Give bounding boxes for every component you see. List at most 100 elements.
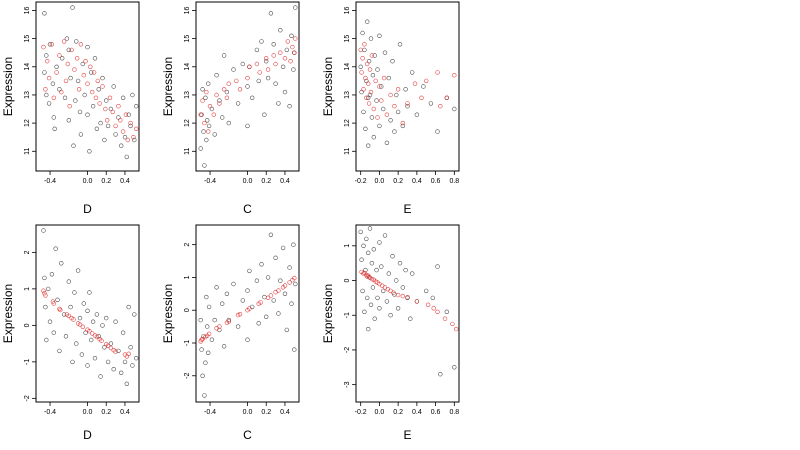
data-point <box>278 278 283 283</box>
y-tick-label: 1 <box>344 244 351 248</box>
data-point <box>293 281 298 287</box>
data-point <box>111 84 116 89</box>
data-point <box>291 67 296 72</box>
x-tick-label: -0.2 <box>355 178 367 185</box>
data-point <box>452 106 457 112</box>
points-layer <box>198 232 298 398</box>
data-point <box>199 347 204 352</box>
data-point <box>204 137 209 143</box>
data-point <box>88 70 94 75</box>
data-point <box>70 359 75 365</box>
data-point <box>205 118 210 123</box>
data-point <box>51 95 56 101</box>
data-point <box>67 103 72 109</box>
y-axis-ticks: -2 -1 0 1 2 <box>24 250 36 401</box>
data-point <box>132 312 137 317</box>
data-point <box>44 92 49 98</box>
data-point <box>405 101 410 106</box>
data-point <box>264 58 269 64</box>
data-point <box>120 95 126 101</box>
data-point <box>379 98 384 103</box>
data-point <box>394 92 399 98</box>
y-tick-label: 1 <box>24 287 31 291</box>
panel-top-left: -0.4 0.0 0.2 0.4 11 12 13 14 15 16 D Expression <box>1 1 140 216</box>
data-point <box>105 359 111 365</box>
data-point <box>245 84 250 89</box>
y-tick-label: 0 <box>344 278 351 282</box>
data-point <box>116 348 121 354</box>
data-point <box>390 254 395 259</box>
data-point <box>94 312 100 317</box>
plot-frame <box>195 224 300 403</box>
data-point <box>77 315 83 321</box>
data-point <box>390 58 395 64</box>
x-tick-label: 0.2 <box>101 409 111 416</box>
data-point <box>276 101 281 106</box>
data-point <box>360 30 365 36</box>
data-point <box>366 58 372 64</box>
data-point <box>292 50 297 55</box>
data-point <box>57 53 62 58</box>
data-point <box>88 337 94 343</box>
y-tick-label: 16 <box>184 6 191 14</box>
data-point <box>454 326 459 332</box>
x-tick-label: 0.2 <box>393 409 403 416</box>
data-point <box>72 67 77 72</box>
data-point <box>51 115 56 120</box>
data-point <box>412 81 418 86</box>
data-point <box>444 95 449 101</box>
data-point <box>379 264 384 269</box>
data-point <box>201 129 206 134</box>
data-point <box>224 291 230 296</box>
data-point <box>128 120 133 126</box>
data-point <box>442 316 448 321</box>
data-point <box>256 78 261 84</box>
x-axis-label: D <box>83 202 92 216</box>
data-point <box>381 75 387 81</box>
data-point <box>240 298 246 303</box>
data-point <box>361 109 366 115</box>
data-point <box>57 306 62 312</box>
data-point <box>85 112 90 117</box>
data-point <box>198 112 203 117</box>
data-point <box>132 137 137 143</box>
x-tick-label: 0.0 <box>375 178 385 185</box>
data-point <box>290 44 295 50</box>
data-point <box>273 61 278 67</box>
points-layer <box>358 19 457 148</box>
data-point <box>221 53 227 58</box>
data-point <box>94 126 100 132</box>
data-point <box>245 123 250 129</box>
data-point <box>400 293 405 299</box>
data-point <box>369 53 375 58</box>
data-point <box>245 337 250 342</box>
y-tick-label: 14 <box>344 63 351 71</box>
data-point <box>85 81 90 86</box>
data-point <box>198 146 203 151</box>
data-point <box>198 317 203 323</box>
y-tick-label: 14 <box>24 63 31 71</box>
data-point <box>111 367 116 372</box>
data-point <box>44 58 50 64</box>
data-point <box>450 321 455 327</box>
data-point <box>116 115 121 120</box>
data-point <box>431 306 436 311</box>
data-point <box>365 274 370 279</box>
data-point <box>85 363 90 368</box>
data-point <box>124 381 130 386</box>
data-point <box>123 112 129 117</box>
data-point <box>134 356 139 361</box>
data-point <box>287 103 292 109</box>
y-axis-label: Expression <box>161 57 175 116</box>
data-point <box>118 370 124 375</box>
data-point <box>44 53 49 58</box>
data-point <box>371 106 376 112</box>
y-tick-label: 16 <box>24 6 31 14</box>
data-point <box>105 123 111 129</box>
data-point <box>212 317 217 323</box>
y-axis-label: Expression <box>161 284 175 343</box>
data-point <box>245 288 250 293</box>
y-axis-ticks: -3 -2 -1 0 1 <box>344 244 356 388</box>
data-point <box>89 331 95 336</box>
data-point <box>374 98 379 103</box>
